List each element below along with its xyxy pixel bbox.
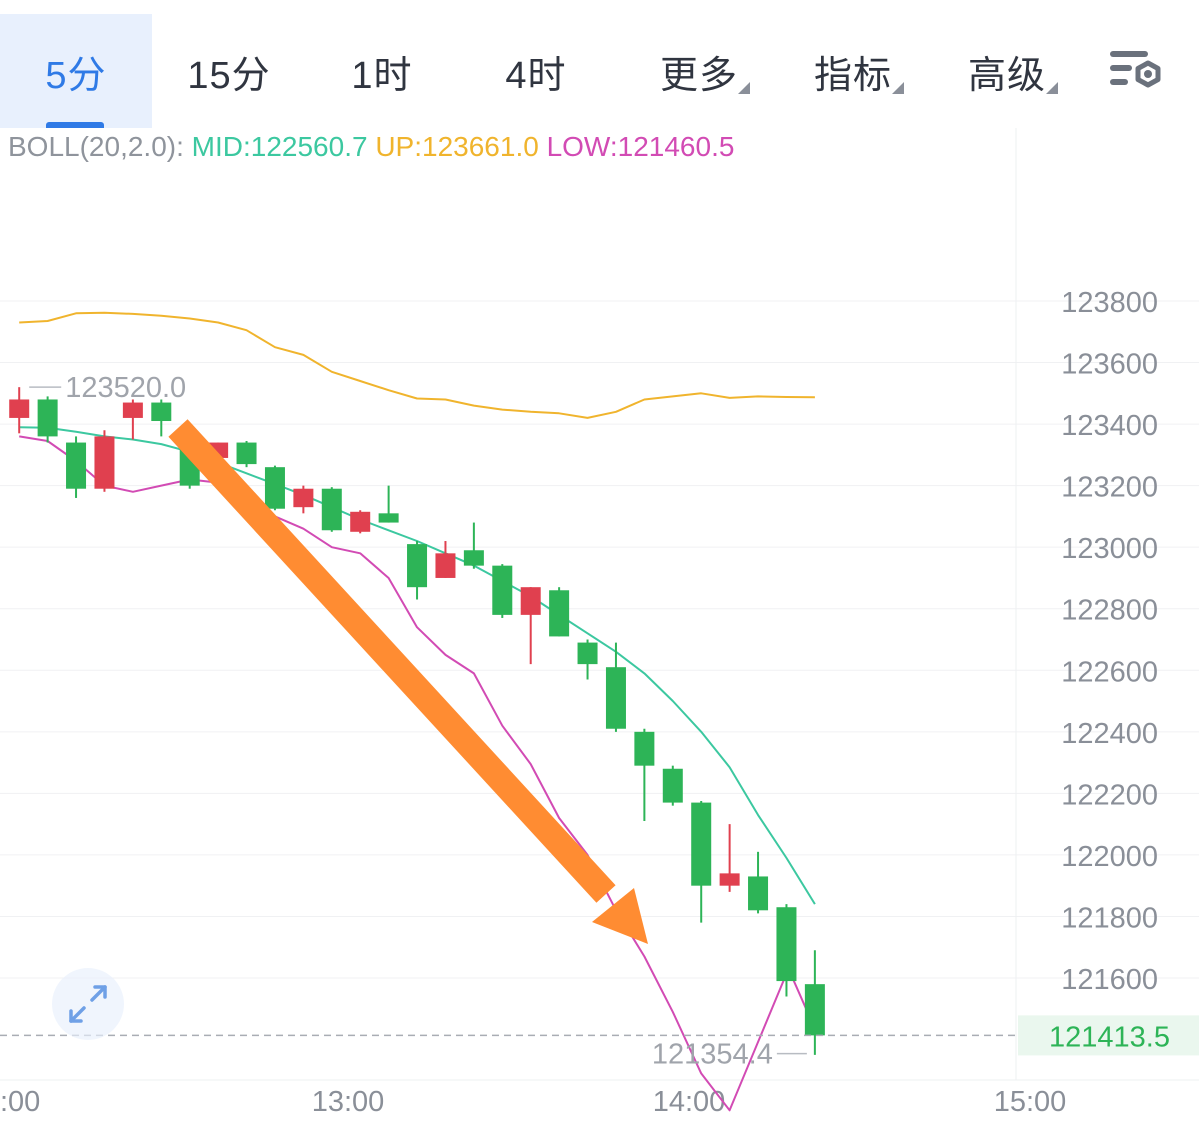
- dropdown-corner-icon: [738, 82, 750, 94]
- x-tick-label: 13:00: [312, 1086, 385, 1118]
- candle-body: [66, 442, 87, 489]
- chart-settings-icon[interactable]: [1106, 48, 1166, 98]
- y-tick-label: 122800: [1061, 595, 1158, 627]
- active-tab-indicator: [46, 122, 104, 128]
- y-tick-label: 123800: [1061, 287, 1158, 319]
- downtrend-arrow-shaft: [168, 419, 616, 903]
- y-tick-label: 122400: [1061, 718, 1158, 750]
- max-price-label: 123520.0: [65, 372, 186, 404]
- boll-low-value: LOW:121460.5: [546, 131, 735, 162]
- candle-body: [350, 511, 371, 532]
- candle-body: [719, 873, 740, 886]
- y-tick-label: 121600: [1061, 964, 1158, 996]
- tab-label: 高级: [967, 54, 1046, 97]
- tab-more[interactable]: 更多: [648, 14, 750, 128]
- x-tick-label: 15:00: [994, 1086, 1067, 1118]
- y-tick-label: 121800: [1061, 902, 1158, 934]
- tab-1h[interactable]: 1时: [326, 14, 438, 128]
- candle-body: [151, 402, 172, 422]
- y-tick-label: 123000: [1061, 533, 1158, 565]
- candle-body: [378, 513, 399, 523]
- y-tick-label: 122200: [1061, 779, 1158, 811]
- tab-label: 指标: [813, 54, 892, 97]
- tab-15min[interactable]: 15分: [170, 14, 288, 128]
- candle-body: [463, 550, 484, 566]
- timeframe-tabbar: 5分 15分 1时 4时 更多 指标 高级: [0, 0, 1199, 128]
- y-tick-label: 123200: [1061, 472, 1158, 504]
- tab-label: 15分: [187, 54, 271, 97]
- expand-arrows-icon: [69, 985, 107, 1023]
- tab-label: 5分: [45, 54, 107, 97]
- y-tick-label: 123600: [1061, 349, 1158, 381]
- dropdown-corner-icon: [892, 82, 904, 94]
- tab-4h[interactable]: 4时: [480, 14, 592, 128]
- candle-body: [748, 876, 769, 911]
- current-price-label-bg: [1018, 1015, 1199, 1056]
- candle-body: [94, 436, 115, 489]
- boll-up-value: UP:123661.0: [375, 131, 539, 162]
- candle-body: [577, 642, 598, 665]
- candle-body: [435, 553, 456, 578]
- candle-body: [37, 399, 58, 437]
- candle-body: [605, 667, 626, 729]
- candle-body: [407, 544, 428, 588]
- candle-body: [662, 768, 683, 803]
- tab-label: 1时: [351, 54, 413, 97]
- candle-body: [634, 731, 655, 766]
- x-tick-label: :00: [0, 1086, 40, 1118]
- candle-body: [691, 802, 712, 886]
- tab-label: 4时: [505, 54, 567, 97]
- candle-body: [236, 442, 257, 465]
- tab-5min[interactable]: 5分: [0, 14, 152, 128]
- tab-indicators[interactable]: 指标: [802, 14, 904, 128]
- y-tick-label: 122000: [1061, 841, 1158, 873]
- candle-body: [520, 587, 541, 615]
- candle-body: [264, 467, 285, 509]
- tab-advanced[interactable]: 高级: [956, 14, 1058, 128]
- candle-body: [293, 488, 314, 508]
- boll-indicator-legend[interactable]: BOLL(20,2.0): MID:122560.7 UP:123661.0 L…: [8, 129, 734, 165]
- candle-body: [776, 907, 797, 982]
- downtrend-arrow-head: [592, 888, 648, 944]
- candle-body: [549, 590, 570, 637]
- candle-body: [492, 565, 513, 615]
- candle-body: [321, 488, 342, 531]
- candle-body: [122, 402, 143, 418]
- fullscreen-button[interactable]: [52, 968, 124, 1040]
- candle-body: [9, 399, 30, 418]
- y-tick-label: 123400: [1061, 410, 1158, 442]
- dropdown-corner-icon: [1046, 82, 1058, 94]
- boll-up-line: [19, 311, 815, 419]
- y-tick-label: 122600: [1061, 656, 1158, 688]
- min-price-label: 121354.4: [652, 1039, 773, 1071]
- candle-body: [804, 984, 825, 1036]
- boll-mid-line: [19, 426, 816, 905]
- x-tick-label: 14:00: [653, 1086, 726, 1118]
- boll-low-line: [19, 435, 818, 1112]
- boll-prefix: BOLL(20,2.0):: [8, 131, 184, 162]
- current-price-label: 121413.5: [1049, 1021, 1170, 1053]
- tab-label: 更多: [659, 54, 738, 97]
- boll-mid-value: MID:122560.7: [191, 131, 368, 162]
